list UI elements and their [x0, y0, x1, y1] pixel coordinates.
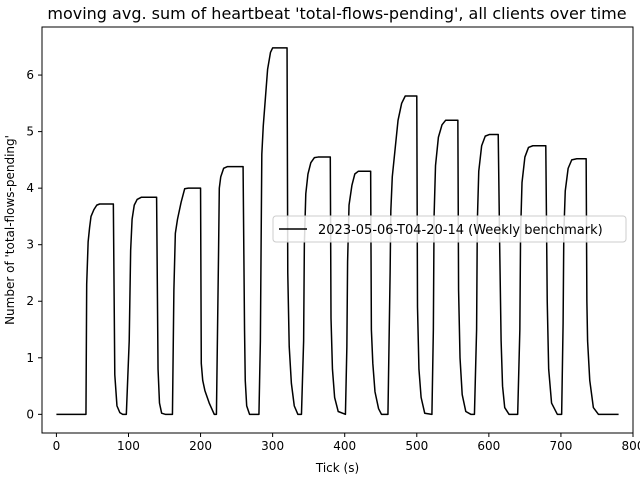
x-tick-label: 300: [261, 439, 284, 453]
y-tick-label: 4: [26, 181, 34, 195]
y-tick-label: 6: [26, 68, 34, 82]
y-tick-label: 3: [26, 238, 34, 252]
y-tick-label: 0: [26, 407, 34, 421]
x-tick-label: 0: [53, 439, 61, 453]
x-axis: 0 100 200 300 400 500 600 700 800: [53, 433, 640, 453]
x-axis-label: Tick (s): [315, 461, 359, 475]
series-line: [56, 47, 619, 416]
x-tick-label: 100: [117, 439, 140, 453]
x-tick-label: 800: [622, 439, 640, 453]
x-tick-label: 400: [333, 439, 356, 453]
x-tick-label: 200: [189, 439, 212, 453]
x-tick-label: 500: [405, 439, 428, 453]
y-tick-label: 1: [26, 351, 34, 365]
legend-box: [272, 215, 627, 243]
y-axis: 0 1 2 3 4 5 6: [26, 68, 42, 421]
chart-title: moving avg. sum of heartbeat 'total-flow…: [47, 4, 626, 23]
legend-label: 2023-05-06-T04-20-14 (Weekly benchmark): [318, 223, 603, 238]
x-tick-label: 700: [549, 439, 572, 453]
y-tick-label: 2: [26, 294, 34, 308]
y-axis-label: Number of 'total-flows-pending': [3, 135, 17, 325]
plot-frame: [41, 26, 634, 434]
legend: 2023-05-06-T04-20-14 (Weekly benchmark): [272, 215, 627, 243]
y-tick-label: 5: [26, 125, 34, 139]
x-tick-label: 600: [477, 439, 500, 453]
